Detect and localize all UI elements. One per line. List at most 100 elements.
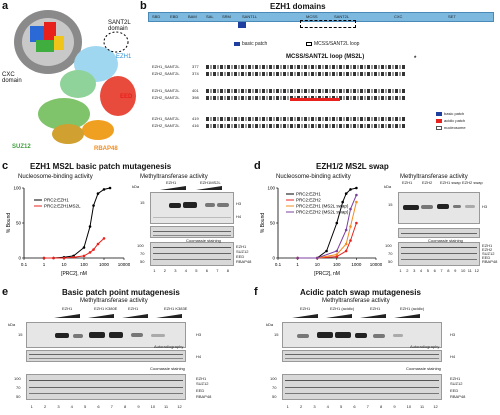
data-point [344, 228, 348, 232]
data-point [355, 186, 358, 190]
panel-f-label: f [254, 286, 258, 298]
data-point [335, 221, 339, 225]
f-m15: 15 [274, 332, 279, 337]
data-point [88, 251, 92, 254]
domain-label: BAM [188, 14, 197, 19]
legend2-nuc-label: nucleosome [444, 125, 466, 130]
x-tick-label: 1000 [99, 262, 110, 267]
data-point [96, 242, 100, 246]
domain-bar [148, 12, 494, 22]
chart-d: 0.1 1 10 100 1000 10000 0 50 100 [PRC2], nM % Boun… [260, 186, 382, 278]
data-point [42, 256, 46, 260]
c-wedge-2 [196, 186, 222, 190]
lane-number: 5 [195, 268, 198, 273]
e-col3: EZH1 [128, 306, 139, 311]
f-sub: Methyltransferase activity [322, 298, 390, 304]
e-col2: EZH1 K380E [94, 306, 118, 311]
c-r-rbap48: RBAP48 [236, 259, 252, 264]
loop-title: MCSS/SANT2L loop (MS2L) [286, 54, 365, 60]
e-wedge-1 [54, 314, 80, 318]
c-m15: 15 [140, 200, 145, 205]
data-point [92, 248, 95, 251]
data-point [315, 256, 319, 260]
e-r-ezh1: EZH1 [196, 376, 207, 381]
e-wedge-3 [122, 314, 148, 318]
seq-row-residues [206, 89, 406, 93]
panel-d-label: d [254, 160, 261, 172]
e-m15: 15 [18, 332, 23, 337]
seq-row-name: EZH1_SANT2L [152, 88, 180, 93]
d-gel-bottom [398, 242, 480, 266]
x-axis-label: [PRC2], nM [314, 271, 340, 277]
data-point [52, 256, 55, 260]
panel-b-title: EZH1 domains [270, 2, 326, 11]
c-gel-top [150, 192, 234, 224]
seq-row-name: EZH1_SANT2L [152, 116, 180, 121]
e-m50: 50 [16, 394, 21, 399]
data-point [349, 225, 352, 228]
y-tick-label: 100 [13, 186, 21, 191]
seq-row-name: EZH2_SANT2L [152, 95, 180, 100]
y-tick-label: 0 [272, 256, 275, 261]
e-r-h4: H4 [196, 354, 202, 359]
f-r-coom: Coomassie staining [406, 366, 441, 371]
data-point [325, 249, 328, 253]
data-point [72, 256, 75, 259]
e-r-auto: Autoradiography [154, 344, 184, 349]
suz12-label: SUZ12 [12, 144, 31, 150]
domain-label: CXC [394, 14, 403, 19]
x-tick-label: 1 [296, 262, 299, 267]
cxc-label: CXC domain [2, 72, 22, 84]
e-lane-numbers: 1 2 3 4 5 6 7 8 9 10 11 12 [26, 404, 186, 410]
d-col2: EZH2 [422, 180, 433, 185]
e-col1: EZH1 [62, 306, 73, 311]
lane-number: 8 [380, 404, 383, 409]
f-r-auto: Autoradiography [410, 344, 440, 349]
f-m70: 70 [272, 385, 277, 390]
legend2-nuc-swatch [436, 126, 442, 130]
d-right-sub: Methyltransferase activity [400, 174, 468, 180]
legend2-acidic-swatch [436, 119, 442, 123]
e-sub: Methyltransferase activity [80, 298, 148, 304]
d-kda: kDa [384, 184, 392, 189]
data-point [335, 253, 339, 256]
acidic-underline [290, 98, 340, 101]
data-point [349, 239, 352, 242]
c-lane-numbers: 1 2 3 4 5 6 7 8 [150, 268, 234, 274]
lane-number: 1 [399, 268, 402, 273]
legend-entry: PRC2:EZH1 (MS2L swap) [296, 204, 349, 209]
y-axis-label: % Bound [260, 213, 266, 234]
e-m100: 100 [14, 376, 21, 381]
d-r-coom: Coomassie staining [428, 238, 463, 243]
seq-row-residues [206, 124, 406, 128]
d-r-suz12: SUZ12 [482, 251, 495, 256]
data-point [82, 254, 86, 258]
f-r-ezh1: EZH1 [450, 376, 461, 381]
seq-row-num: 419 [192, 116, 199, 121]
lane-number: 11 [420, 404, 425, 409]
e-gel-top [26, 322, 186, 348]
y-axis-label: % Bound [6, 213, 12, 234]
x-tick-label: 10000 [370, 262, 382, 267]
seq-row-residues [206, 117, 406, 121]
f-col2: EZH1 (acidic) [330, 306, 355, 311]
lane-number: 1 [153, 268, 156, 273]
x-tick-label: 100 [333, 262, 341, 267]
lane-number: 7 [110, 404, 113, 409]
lane-number: 2 [163, 268, 166, 273]
f-col4: EZH1 (acidic) [400, 306, 425, 311]
rbap48-label: RBAP48 [94, 146, 118, 152]
chart-c: 0.1 1 10 100 1000 10000 0 50 100 [PRC2], nM % Boun… [6, 186, 130, 278]
c-r-h3: H3 [236, 201, 242, 206]
lane-number: 4 [326, 404, 329, 409]
e-r-coom: Coomassie staining [150, 366, 185, 371]
lane-number: 3 [57, 404, 60, 409]
lane-number: 6 [97, 404, 100, 409]
x-tick-label: 1 [43, 262, 46, 267]
lane-number: 2 [406, 268, 409, 273]
x-tick-label: 10 [315, 262, 321, 267]
seq-row-num: 416 [192, 123, 199, 128]
data-point [355, 200, 358, 204]
lane-number: 9 [454, 268, 457, 273]
e-gel-bottom [26, 374, 186, 400]
